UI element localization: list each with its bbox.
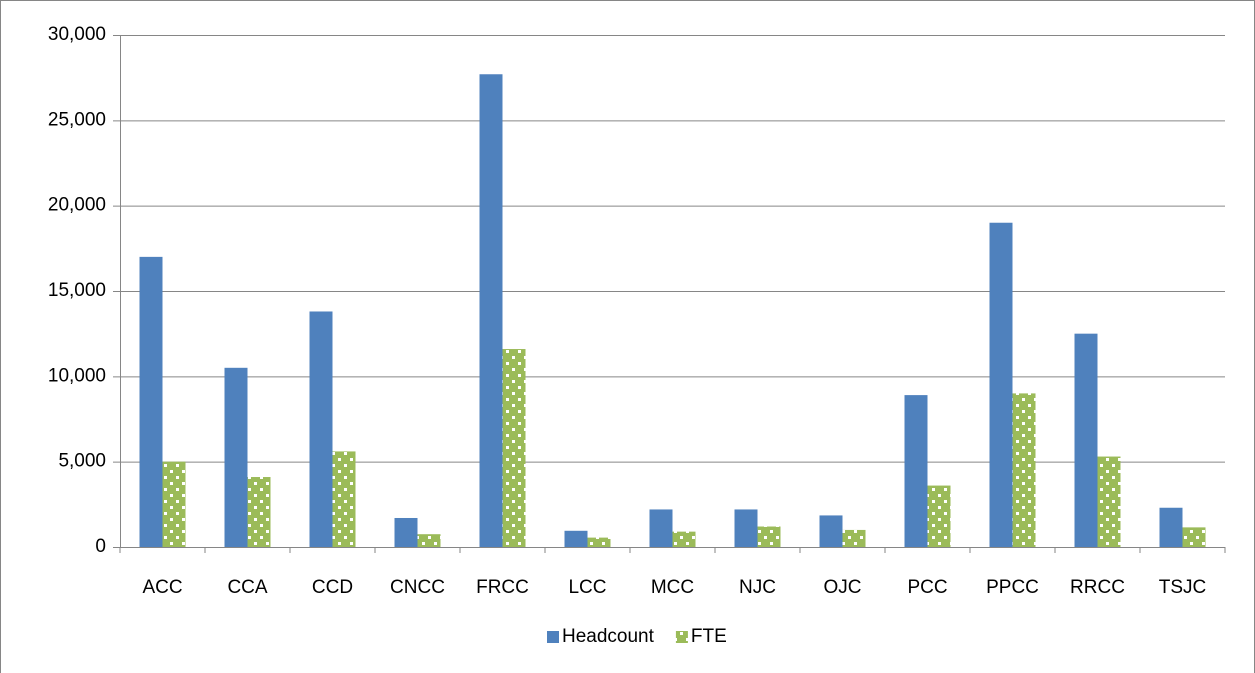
bar: [1012, 393, 1036, 547]
bar: [757, 526, 781, 547]
x-tick-label: LCC: [568, 577, 606, 598]
bar: [394, 517, 418, 547]
bar: [842, 529, 866, 547]
bar: [564, 530, 588, 547]
x-tick-label: RRCC: [1070, 577, 1125, 598]
legend-label: FTE: [691, 626, 727, 647]
x-tick-label: FRCC: [476, 577, 529, 598]
legend-swatch: [675, 631, 688, 643]
legend-label: Headcount: [562, 626, 655, 647]
bar: [1097, 456, 1121, 547]
bar: [139, 256, 163, 547]
bar: [672, 531, 696, 547]
x-tick-label: MCC: [651, 577, 694, 598]
y-tick-label: 25,000: [48, 109, 106, 130]
bar: [587, 537, 611, 547]
x-tick-label: TSJC: [1159, 577, 1207, 598]
bar: [927, 485, 951, 547]
bar: [1182, 527, 1206, 547]
bar: [649, 509, 673, 547]
x-tick-label: CNCC: [390, 577, 445, 598]
bar: [332, 451, 356, 547]
bar: [417, 534, 441, 547]
y-tick-label: 15,000: [48, 280, 106, 301]
bar: [309, 311, 333, 547]
x-tick-label: NJC: [739, 577, 776, 598]
y-tick-label: 0: [95, 536, 106, 557]
bar: [904, 395, 928, 547]
y-tick-label: 20,000: [48, 195, 106, 216]
bar: [479, 74, 503, 548]
x-tick-label: ACC: [142, 577, 182, 598]
y-tick-label: 30,000: [48, 24, 106, 45]
x-tick-label: PCC: [907, 577, 947, 598]
bar: [734, 509, 758, 547]
legend-swatch: [547, 631, 559, 643]
bar: [224, 367, 248, 547]
bar: [162, 461, 186, 547]
y-tick-label: 5,000: [58, 451, 106, 472]
bar: [989, 222, 1013, 547]
x-tick-label: PPCC: [986, 577, 1039, 598]
bar: [1159, 507, 1183, 547]
bar: [502, 349, 526, 547]
x-tick-label: OJC: [824, 577, 862, 598]
bar: [1074, 333, 1098, 547]
bar: [247, 477, 271, 547]
x-tick-label: CCD: [312, 577, 353, 598]
bar: [819, 515, 843, 547]
x-tick-label: CCA: [227, 577, 267, 598]
y-tick-label: 10,000: [48, 365, 106, 386]
